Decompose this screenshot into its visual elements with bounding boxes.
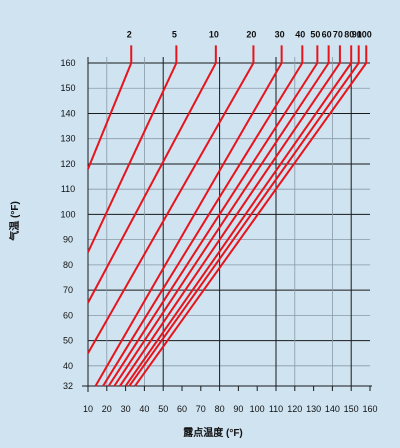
series-line-60 <box>113 45 330 387</box>
x-tick-label-140: 140 <box>325 404 340 414</box>
x-tick-label-120: 120 <box>287 404 302 414</box>
series-line-40 <box>102 45 304 387</box>
series-label-40: 40 <box>295 29 305 39</box>
y-tick-label-70: 70 <box>63 285 73 295</box>
x-tick-label-90: 90 <box>233 404 243 414</box>
y-axis-title: 气温 (°F) <box>8 201 21 242</box>
series-label-2: 2 <box>127 29 132 39</box>
series-label-60: 60 <box>322 29 332 39</box>
x-tick-label-70: 70 <box>196 404 206 414</box>
series-line-50 <box>107 45 319 387</box>
series-label-100: 100 <box>357 29 372 39</box>
series-line-5 <box>87 45 178 253</box>
series-line-30 <box>94 45 283 387</box>
series-line-70 <box>119 45 341 387</box>
y-tick-label-50: 50 <box>63 336 73 346</box>
y-tick-label-140: 140 <box>60 108 75 118</box>
y-tick-label-40: 40 <box>63 361 73 371</box>
y-tick-label-120: 120 <box>60 159 75 169</box>
x-tick-label-110: 110 <box>269 404 283 414</box>
x-tick-label-10: 10 <box>83 404 93 414</box>
y-tick-label-90: 90 <box>63 235 73 245</box>
y-tick-label-150: 150 <box>60 83 75 93</box>
y-tick-label-60: 60 <box>63 310 73 320</box>
y-tick-label-160: 160 <box>60 58 75 68</box>
x-tick-label-100: 100 <box>250 404 265 414</box>
x-tick-label-60: 60 <box>177 404 187 414</box>
series-line-2 <box>87 45 133 170</box>
y-tick-label-130: 130 <box>60 134 75 144</box>
series-label-70: 70 <box>333 29 343 39</box>
series-line-20 <box>87 45 255 354</box>
x-tick-label-150: 150 <box>344 404 359 414</box>
y-tick-label-110: 110 <box>61 184 75 194</box>
series-label-5: 5 <box>172 29 177 39</box>
x-tick-label-80: 80 <box>215 404 225 414</box>
series-label-10: 10 <box>209 29 219 39</box>
series-line-100 <box>134 45 368 387</box>
x-tick-label-160: 160 <box>362 404 377 414</box>
x-tick-label-130: 130 <box>306 404 321 414</box>
x-tick-label-30: 30 <box>121 404 131 414</box>
y-tick-label-80: 80 <box>63 260 73 270</box>
x-axis-title: 露点温度 (°F) <box>183 426 243 439</box>
x-tick-label-40: 40 <box>139 404 149 414</box>
series-label-80: 80 <box>344 29 354 39</box>
y-tick-label-32: 32 <box>63 381 73 391</box>
series-line-90 <box>128 45 360 387</box>
series-label-90: 90 <box>352 29 362 39</box>
series-line-10 <box>87 45 217 304</box>
y-tick-label-100: 100 <box>60 209 75 219</box>
series-line-80 <box>124 45 353 387</box>
series-label-20: 20 <box>246 29 256 39</box>
series-label-50: 50 <box>310 29 320 39</box>
x-tick-label-20: 20 <box>102 404 112 414</box>
x-tick-label-50: 50 <box>158 404 168 414</box>
series-label-30: 30 <box>275 29 285 39</box>
